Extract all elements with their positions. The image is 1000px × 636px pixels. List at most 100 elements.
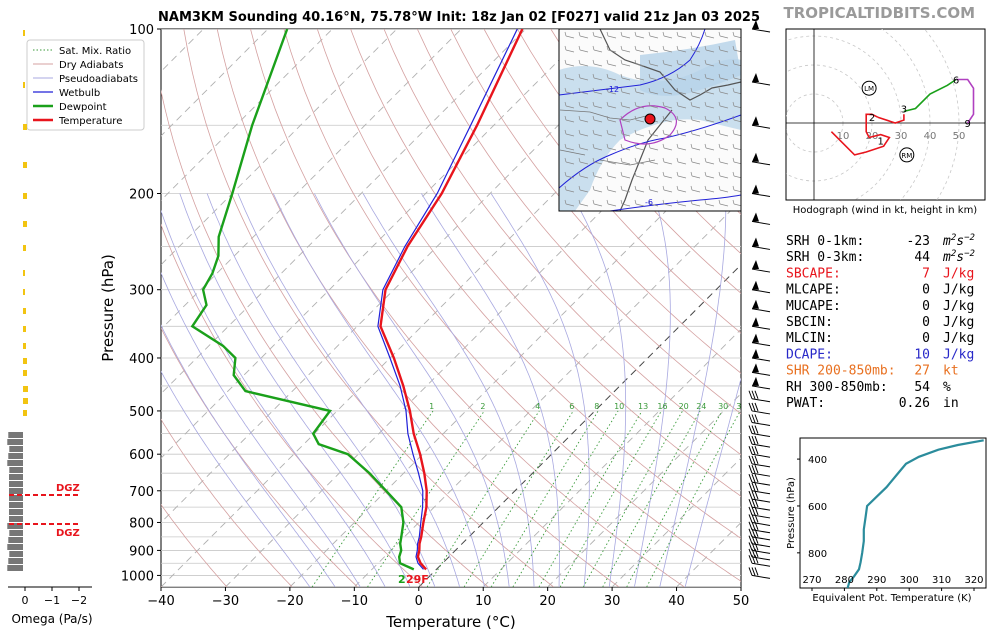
wind-barb (748, 567, 771, 579)
hodo-storm-motion-marker (899, 147, 915, 163)
mixing-ratio-label: 8 (594, 402, 599, 411)
theta-y-label: Pressure (hPa) (786, 477, 797, 549)
map-wind-barb (691, 147, 701, 151)
omega-bar (23, 289, 25, 295)
omega-bar (23, 270, 25, 276)
map-wind-barb (649, 35, 659, 39)
omega-bar (9, 502, 23, 508)
param-value: -23 (907, 234, 930, 249)
map-wind-barb (649, 147, 659, 151)
y-tick-label: 400 (129, 352, 154, 367)
mixing-ratio-label: 4 (535, 402, 540, 411)
omega-bar (9, 474, 23, 480)
omega-bar (9, 551, 23, 557)
param-label: DCAPE: (786, 347, 833, 362)
legend-label: Sat. Mix. Ratio (59, 46, 131, 57)
wind-barb (751, 260, 771, 273)
dewpoint-profile (190, 29, 415, 571)
wind-barb (748, 498, 771, 511)
map-wind-barb (579, 133, 589, 137)
map-wind-barb (677, 49, 687, 53)
map-wind-barb (677, 63, 687, 67)
param-unit: J/kg (943, 347, 974, 362)
param-unit: kt (943, 364, 959, 379)
map-wind-barb (691, 119, 701, 123)
map-wind-barb (719, 105, 729, 109)
theta-y-tick-label: 400 (808, 455, 827, 466)
dry-adiabat (350, 29, 741, 497)
map-wind-barb (705, 105, 715, 109)
map-wind-barb (677, 35, 687, 39)
map-wind-barb (565, 175, 575, 179)
legend-box (26, 39, 145, 131)
map-wind-barb (593, 203, 603, 207)
map-wind-barb (565, 35, 575, 39)
omega-bar (9, 467, 23, 473)
wind-barb (748, 402, 771, 415)
map-wind-barb (635, 175, 645, 179)
map-wind-barb (635, 189, 645, 193)
theta-e-profile (846, 439, 984, 588)
omega-bar (7, 460, 23, 466)
x-tick-label: 10 (475, 594, 492, 609)
map-wind-barb (663, 105, 673, 109)
map-wind-barb (705, 91, 715, 95)
omega-tick-0: 0 (22, 594, 29, 607)
pseudoadiabat (507, 575, 510, 587)
hodo-ring-label: 40 (924, 131, 937, 142)
map-wind-barb (579, 203, 589, 207)
omega-bar (9, 509, 23, 515)
map-wind-barb (621, 175, 631, 179)
param-unit: J/kg (943, 266, 974, 281)
map-wind-barb (677, 77, 687, 81)
map-wind-barb (621, 147, 631, 151)
map-wind-barb (607, 119, 617, 123)
dry-adiabat (161, 418, 293, 587)
map-wind-barb (621, 77, 631, 81)
map-wind-barb (663, 203, 673, 207)
hodo-height-label: 6 (953, 76, 959, 87)
omega-bar (9, 446, 23, 452)
map-wind-barb (607, 175, 617, 179)
x-tick-label: −40 (147, 594, 174, 609)
omega-bar (23, 398, 28, 404)
wind-barb (748, 473, 771, 486)
mixing-ratio-label: 36 (736, 402, 746, 411)
map-wind-barb (649, 63, 659, 67)
map-wind-barb (705, 49, 715, 53)
theta-x-tick-label: 310 (932, 575, 951, 586)
map-wind-barb (691, 63, 701, 67)
map-wind-barb (691, 161, 701, 165)
map-wind-barb (719, 35, 729, 39)
map-wind-barb (677, 91, 687, 95)
map-wind-barb (677, 175, 687, 179)
surface-temp-label: 29F (406, 573, 429, 586)
inset-map-frame (558, 28, 742, 212)
map-wind-barb (607, 189, 617, 193)
map-wind-barb (705, 147, 715, 151)
theta-x-tick-label: 320 (964, 575, 983, 586)
map-wind-barb (593, 63, 603, 67)
param-value: 27 (914, 364, 930, 379)
legend-label: Dewpoint (59, 102, 107, 113)
map-wind-barb (565, 91, 575, 95)
map-coastline (599, 29, 741, 211)
map-wind-barb (635, 49, 645, 53)
wind-barbs (748, 20, 771, 579)
map-wind-barb (649, 161, 659, 165)
mixing-ratio-line (426, 410, 540, 587)
map-wind-barb (621, 133, 631, 137)
map-wind-barb (565, 77, 575, 81)
dry-adiabat (161, 223, 424, 587)
param-value: 54 (914, 380, 930, 395)
theta-e-panel: 270 280 290 300 310 320 400 600 800 Equivalent P… (786, 437, 987, 604)
map-wind-barb (621, 203, 631, 207)
map-wind-barb (649, 189, 659, 193)
pseudoadiabat (237, 193, 457, 576)
legend-label: Pseudoadiabats (59, 74, 138, 85)
map-wind-barb (635, 147, 645, 151)
wind-barb (751, 317, 771, 330)
map-wind-barb (719, 49, 729, 53)
legend-label: Temperature (58, 116, 122, 127)
